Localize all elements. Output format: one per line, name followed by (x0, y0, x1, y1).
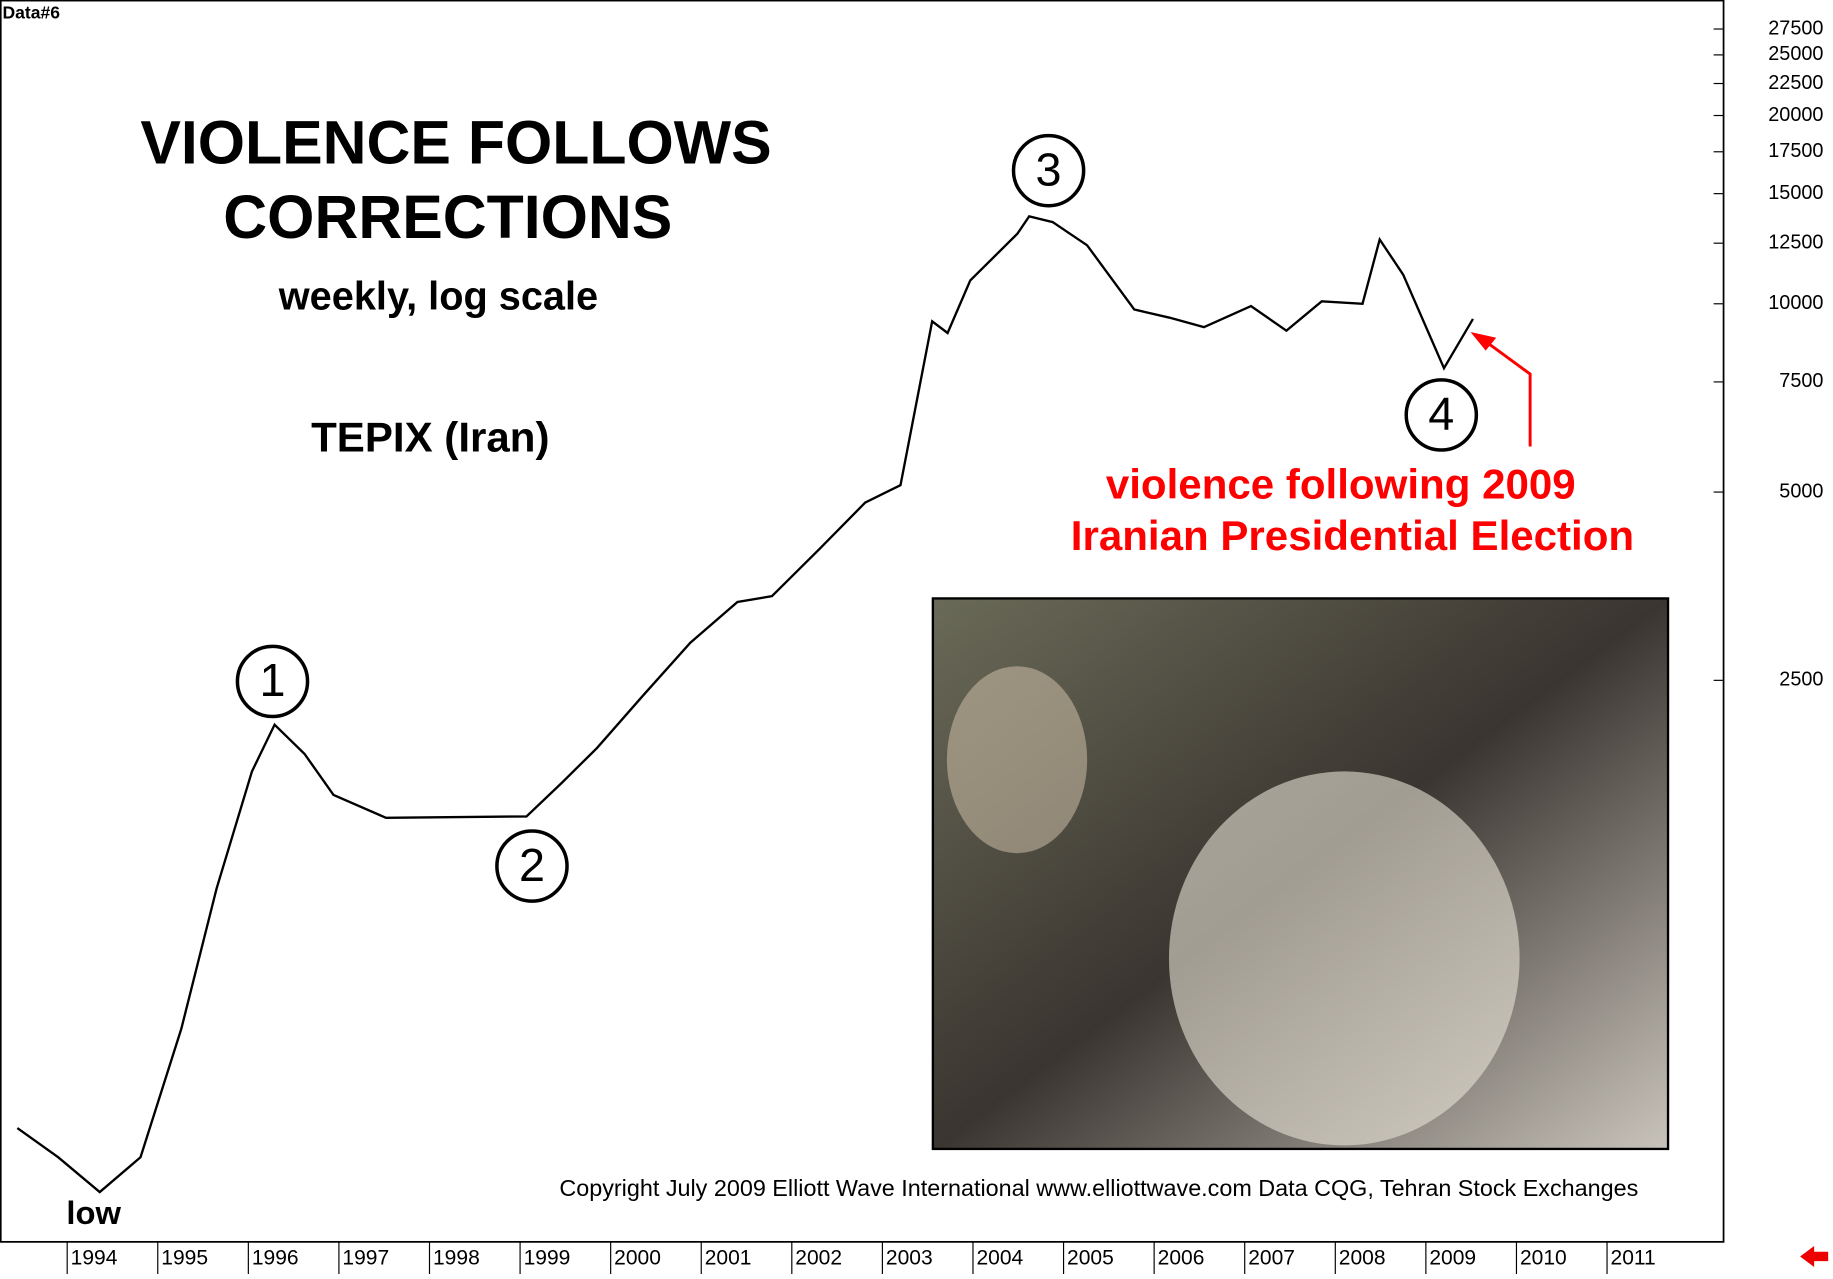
x-tick-label: 2007 (1248, 1246, 1295, 1269)
callout-arrow (1481, 337, 1532, 447)
y-tick-label: 12500 (1768, 231, 1823, 253)
photo (931, 597, 1670, 1151)
wave-label: 1 (259, 654, 285, 706)
x-tick-label: 2011 (1611, 1246, 1656, 1269)
y-tick-label: 15000 (1768, 182, 1823, 204)
x-tick-label: 2004 (976, 1246, 1023, 1269)
series-label: TEPIX (Iran) (311, 414, 549, 461)
wave-label: 4 (1428, 388, 1454, 440)
x-tick-label: 1995 (161, 1246, 208, 1269)
x-tick-label: 2001 (705, 1246, 752, 1269)
plot-frame (0, 0, 1725, 1243)
y-tick-label: 22500 (1768, 72, 1823, 94)
y-tick-label: 5000 (1779, 480, 1823, 502)
y-tick-label: 17500 (1768, 140, 1823, 162)
x-tick-label: 2003 (886, 1246, 933, 1269)
x-tick-label: 2006 (1158, 1246, 1205, 1269)
x-tick-label: 1998 (433, 1246, 480, 1269)
x-tick-label: 2009 (1429, 1246, 1476, 1269)
chart-subtitle: weekly, log scale (278, 275, 598, 319)
price-line (16, 215, 1474, 1194)
x-tick-label: 2008 (1339, 1246, 1386, 1269)
low-label: low (66, 1194, 121, 1231)
wave-circle (495, 829, 569, 903)
copyright: Copyright July 2009 Elliott Wave Interna… (559, 1175, 1638, 1201)
x-tick-label: 1994 (71, 1246, 118, 1269)
wave-circle (1404, 378, 1479, 452)
x-tick-label: 1997 (342, 1246, 389, 1269)
chart-title: CORRECTIONS (223, 183, 672, 251)
x-tick-label: 2000 (614, 1246, 661, 1269)
y-tick-label: 27500 (1768, 17, 1823, 39)
wave-circle (1011, 133, 1086, 208)
x-tick-label: 2002 (795, 1246, 842, 1269)
callout: Iranian Presidential Election (1071, 512, 1634, 559)
x-tick-label: 1999 (524, 1246, 571, 1269)
y-tick-label: 10000 (1768, 292, 1823, 314)
y-tick-label: 25000 (1768, 43, 1823, 65)
wave-circle (235, 644, 310, 719)
wave-label: 3 (1036, 143, 1062, 195)
x-tick-label: 2010 (1520, 1246, 1567, 1269)
x-tick-label: 2005 (1067, 1246, 1114, 1269)
callout: violence following 2009 (1106, 461, 1576, 508)
callout-arrowhead (1470, 331, 1497, 351)
chart-title: VIOLENCE FOLLOWS (140, 108, 771, 176)
scroll-icon (1800, 1245, 1829, 1267)
y-tick-label: 2500 (1779, 669, 1823, 691)
wave-label: 2 (519, 839, 545, 891)
y-tick-label: 20000 (1768, 104, 1823, 126)
panel-label: Data#6 (2, 3, 60, 23)
y-tick-label: 7500 (1779, 370, 1823, 392)
x-tick-label: 1996 (252, 1246, 299, 1269)
